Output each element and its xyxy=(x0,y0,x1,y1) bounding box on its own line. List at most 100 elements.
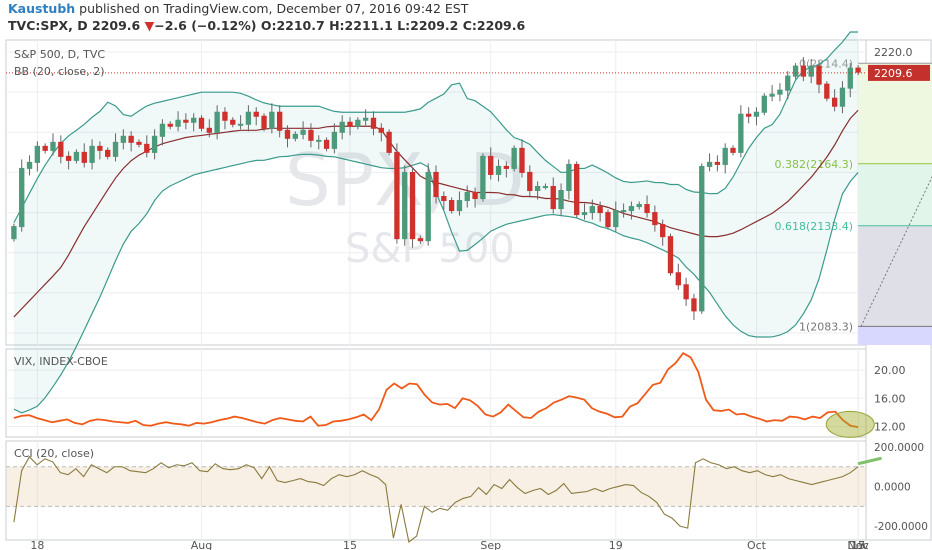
open-value: 2210.7 xyxy=(276,18,325,33)
candle-down xyxy=(347,121,353,127)
candle-down xyxy=(652,212,658,226)
close-value: 2209.6 xyxy=(476,18,526,33)
bb-indicator-label: BB (20, close, 2) xyxy=(14,65,105,78)
candle-down xyxy=(824,83,830,99)
candle-up xyxy=(769,93,775,97)
candle-up xyxy=(785,75,791,91)
candle-up xyxy=(777,89,783,95)
vix-annotation-ellipse xyxy=(825,410,875,438)
candle-down xyxy=(488,155,494,175)
candle-down xyxy=(370,117,377,129)
symbol-label: TVC:SPX, D xyxy=(8,18,88,33)
candle-down xyxy=(394,151,400,240)
candle-down xyxy=(441,196,447,202)
candle-up xyxy=(331,131,338,149)
candle-down xyxy=(144,143,150,153)
candle-up xyxy=(159,123,166,137)
cci-tick-label: 200.0000 xyxy=(874,442,924,454)
publish-line: Kaustubh published on TradingView.com, D… xyxy=(8,1,468,16)
fib-trend-line xyxy=(860,175,932,327)
cci-tick-label: -200.0000 xyxy=(874,521,928,533)
open-label: O: xyxy=(260,18,277,33)
candle-up xyxy=(847,67,853,89)
candle-up xyxy=(355,119,361,127)
candle-up xyxy=(34,145,41,163)
candle-down xyxy=(605,212,611,228)
low-label: L: xyxy=(397,18,411,33)
candle-up xyxy=(316,139,322,142)
cci-band xyxy=(6,466,866,507)
fib-label-3: 1(2083.3) xyxy=(799,320,853,333)
candle-down xyxy=(730,147,736,153)
candle-up xyxy=(542,185,549,188)
fib-label-1: 0.382(2164.3) xyxy=(775,158,854,171)
candle-down xyxy=(97,145,103,151)
x-tick-label: 19 xyxy=(609,539,623,550)
fib-zone-base xyxy=(858,326,932,345)
candle-up xyxy=(808,65,814,77)
candle-down xyxy=(503,165,510,169)
candle-up xyxy=(738,113,744,153)
candle-up xyxy=(26,161,33,169)
candle-down xyxy=(253,111,259,117)
candle-up xyxy=(581,212,588,216)
candle-down xyxy=(660,224,666,238)
x-tick-label: 18 xyxy=(30,539,44,550)
author-name[interactable]: Kaustubh xyxy=(8,1,76,16)
candle-down xyxy=(527,171,533,191)
candle-up xyxy=(19,167,25,228)
candle-up xyxy=(464,192,470,202)
high-label: H: xyxy=(329,18,345,33)
candle-up xyxy=(73,151,80,161)
candle-down xyxy=(198,117,205,129)
high-value: 2211.1 xyxy=(344,18,393,33)
candle-down xyxy=(714,161,721,165)
change-value: −2.6 (−0.12%) xyxy=(154,18,257,33)
candle-down xyxy=(261,115,267,129)
candle-down xyxy=(284,129,291,139)
candle-down xyxy=(574,163,580,216)
candle-up xyxy=(722,147,728,165)
vix-line xyxy=(13,352,859,429)
x-tick-label: Nov xyxy=(847,539,869,550)
candle-up xyxy=(699,165,705,312)
candle-up xyxy=(362,117,369,121)
fib-zone-0382-0618 xyxy=(858,163,932,226)
candle-down xyxy=(105,149,111,157)
candle-up xyxy=(753,111,760,117)
x-tick-label: Sep xyxy=(480,539,501,550)
candle-down xyxy=(58,141,64,157)
candle-down xyxy=(378,127,384,133)
last-price: 2209.6 xyxy=(92,18,141,33)
vix-pane-title: VIX, INDEX-CBOE xyxy=(14,355,108,368)
candle-up xyxy=(300,129,306,135)
candle-down xyxy=(81,151,87,163)
candle-up xyxy=(558,189,564,210)
publish-text: published on TradingView.com, December 0… xyxy=(79,1,469,16)
candle-up xyxy=(245,111,252,125)
last-price-label: 2209.6 xyxy=(874,67,913,80)
candle-up xyxy=(620,210,627,213)
candle-down xyxy=(855,67,861,73)
candle-down xyxy=(409,171,416,240)
cci-divergence-line xyxy=(857,456,882,466)
candle-up xyxy=(237,123,244,126)
candle-down xyxy=(230,119,236,125)
candle-up xyxy=(792,65,799,77)
candle-down xyxy=(448,200,455,212)
candle-up xyxy=(495,165,502,175)
candle-down xyxy=(167,123,173,127)
candle-down xyxy=(323,139,330,149)
vix-tick-label: 16.00 xyxy=(874,392,906,405)
candle-down xyxy=(800,65,807,77)
candle-up xyxy=(480,155,486,200)
candle-up xyxy=(839,87,846,107)
candle-up xyxy=(589,206,595,214)
cci-tick-label: 0.0000 xyxy=(874,482,911,494)
fib-zone-0618-1 xyxy=(858,225,932,327)
candle-up xyxy=(456,200,463,212)
bb-upper-line xyxy=(13,31,859,223)
candle-up xyxy=(151,135,158,153)
candle-down xyxy=(206,127,212,133)
